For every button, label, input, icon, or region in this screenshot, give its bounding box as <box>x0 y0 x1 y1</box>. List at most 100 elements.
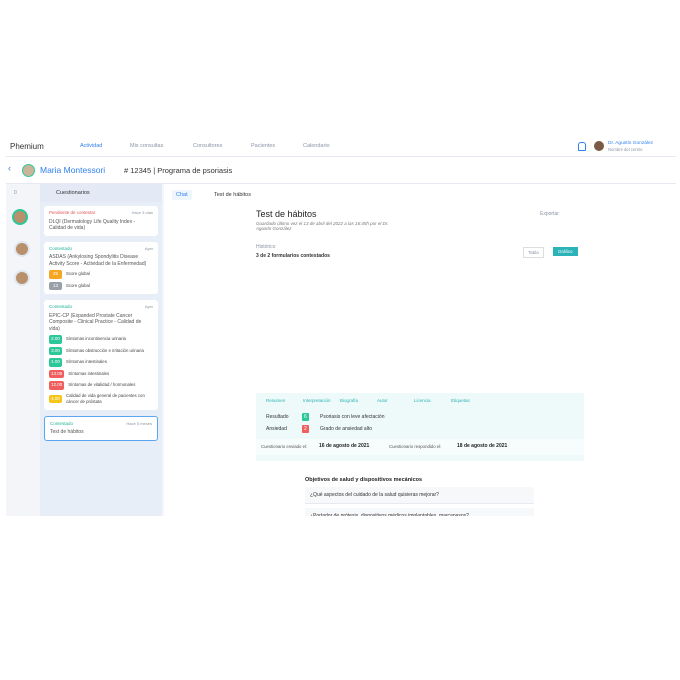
details-footer <box>256 439 584 455</box>
card-title: DLQI (Dermatology Life Quality Index - C… <box>49 218 136 232</box>
card-title: Test de hábitos <box>50 429 84 435</box>
rail-avatar[interactable] <box>14 241 30 257</box>
score-row: 25 Score global <box>49 270 153 279</box>
navbar <box>6 136 676 157</box>
result-badge: 2 <box>302 425 309 433</box>
patient-avatar <box>22 164 35 177</box>
score-badge: 4.00 <box>49 394 62 404</box>
result-name: Resultado <box>266 414 289 420</box>
card-status: Contestado <box>49 304 73 309</box>
result-text: Grado de ansiedad alto <box>320 426 372 432</box>
card-time: Hace 3 días <box>131 210 153 215</box>
questionnaire-card[interactable]: Contestado Ayer ASDAS (Ankylosing Spondyli… <box>44 241 158 294</box>
view-button[interactable]: Tabla <box>523 247 544 258</box>
user-center: Nombre del centro <box>608 147 643 152</box>
card-top: Pendiente de contestar Hace 3 días <box>49 210 153 217</box>
question: ¿Qué aspectos del cuidado de la salud qu… <box>310 492 439 498</box>
section-title: Objetivos de salud y dispositivos mecáni… <box>305 477 423 483</box>
card-top: Contestado Hace 5 meses <box>50 421 152 428</box>
score-label: Síntomas intestinales <box>68 370 110 376</box>
card-title: ASDAS (Ankylosing Spondylitis Disease Ac… <box>49 254 147 267</box>
back-arrow[interactable]: ‹ <box>8 163 11 173</box>
bell <box>578 142 586 151</box>
score-row: 1.00 Síntomas intestinales <box>49 358 153 367</box>
card-title: EPIC-CP (Expanded Prostate Cancer Compos… <box>49 312 142 332</box>
score-row: 3.00 Síntomas obstrucción e irritación ur… <box>49 346 153 355</box>
nav-item[interactable]: Actividad <box>80 143 103 149</box>
chart-title: Histórico <box>256 244 276 250</box>
question-box <box>305 487 534 504</box>
score-badge: 13.00 <box>49 369 65 378</box>
sidebar: Cuestionarios Pendiente de contestar Hace … <box>40 184 162 516</box>
view-button[interactable]: Gráfico <box>553 247 578 256</box>
patient-name[interactable]: Maria Montessori <box>40 165 106 175</box>
answered-label: Cuestionario respondido el: <box>389 444 442 449</box>
questionnaire-card[interactable]: Contestado Ayer EPIC-CP (Expanded Prostate… <box>44 300 158 410</box>
details-tab[interactable]: Biografía <box>340 398 359 403</box>
patient-program: # 12345 | Programa de psoriasis <box>124 166 233 175</box>
score-row: 2.00 Síntomas incontinencia urinaria <box>49 335 153 344</box>
user-avatar <box>594 141 604 151</box>
score-label: Síntomas de vitalidad / hormonales <box>68 382 136 387</box>
card-top: Contestado Ayer <box>49 304 153 311</box>
score-row: 4.00 Calidad de vida general de pacientes… <box>49 393 153 406</box>
card-status: Contestado <box>49 245 73 251</box>
card-time: Ayer <box>144 304 153 309</box>
tab[interactable]: Chat <box>172 190 192 200</box>
details-tab[interactable]: Interpretación <box>303 398 331 403</box>
score-label: Síntomas obstrucción e irritación urinar… <box>66 347 144 353</box>
score-row: 13 Score global <box>49 281 153 290</box>
score-badge: 1.00 <box>49 358 62 367</box>
sent-date: 16 de agosto de 2021 <box>319 443 370 449</box>
user-name[interactable]: Dr. Agustín González <box>608 141 654 146</box>
logo: Phemium <box>10 142 44 151</box>
score-label: Score global <box>66 282 90 288</box>
card-time: Ayer <box>144 245 153 251</box>
card-status: Pendiente de contestar <box>49 210 96 215</box>
questionnaire-card[interactable]: Pendiente de contestar Hace 3 días DLQI (D… <box>44 206 158 236</box>
icon-rail <box>6 184 36 516</box>
score-badge: 3.00 <box>49 346 62 355</box>
rail-avatar[interactable] <box>14 270 30 286</box>
score-badge: 25 <box>49 270 62 279</box>
details-tab[interactable]: Etiquetas <box>451 398 470 403</box>
sidebar-header: Cuestionarios <box>40 184 162 202</box>
nav-item[interactable]: Calendario <box>303 143 330 149</box>
nav-item[interactable]: Mis consultas <box>130 143 164 149</box>
result-name: Ansiedad <box>266 426 287 432</box>
score-label: Síntomas intestinales <box>66 359 107 364</box>
score-label: Calidad de vida general de pacientes con… <box>66 392 145 405</box>
bottom-mask <box>0 516 680 680</box>
saved-note: Guardado último vez el 13 de abril del 2… <box>256 221 389 231</box>
details-tab[interactable]: Resumen <box>266 398 286 403</box>
card-status: Contestado <box>50 420 74 426</box>
patient-bar <box>6 157 676 184</box>
details-tab[interactable]: Autor <box>377 398 388 403</box>
details-tab[interactable]: Licencia <box>414 398 431 403</box>
export-button[interactable]: Exportar <box>540 211 559 217</box>
score-badge: 12.00 <box>49 381 65 390</box>
tab[interactable]: Test de hábitos <box>214 192 251 198</box>
questionnaire-card[interactable]: Contestado Hace 5 meses Test de hábitos <box>44 415 158 441</box>
answered-date: 18 de agosto de 2021 <box>457 443 508 449</box>
result-badge: 6 <box>302 413 309 421</box>
nav-item[interactable]: Pacientes <box>251 143 276 149</box>
card-top: Contestado Ayer <box>49 246 153 253</box>
report-title: Test de hábitos <box>256 209 317 219</box>
chart-subtitle: 3 de 2 formularios contestados <box>256 253 330 259</box>
result-text: Psoriasis con leve afectación <box>320 414 385 420</box>
nav-item[interactable]: Consultores <box>193 143 223 149</box>
score-row: 12.00 Síntomas de vitalidad / hormonales <box>49 381 153 390</box>
rail-avatar[interactable] <box>12 209 28 225</box>
score-label: Síntomas incontinencia urinaria <box>66 336 126 341</box>
card-time: Hace 5 meses <box>126 420 152 426</box>
score-badge: 2.00 <box>49 335 62 344</box>
rail-badge: 0 <box>14 190 17 196</box>
score-row: 13.00 Síntomas intestinales <box>49 369 153 378</box>
main-panel <box>164 184 676 516</box>
score-badge: 13 <box>49 281 62 290</box>
sent-label: Cuestionario enviado el: <box>261 444 308 449</box>
score-label: Score global <box>66 271 90 276</box>
